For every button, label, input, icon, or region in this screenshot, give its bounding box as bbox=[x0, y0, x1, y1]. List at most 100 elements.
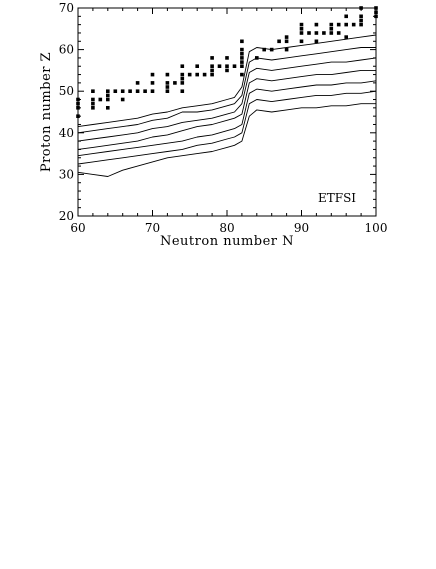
data-point bbox=[195, 72, 199, 77]
data-point bbox=[91, 97, 95, 102]
data-point bbox=[210, 64, 214, 68]
data-point bbox=[344, 14, 348, 19]
y-tick-label: 30 bbox=[59, 167, 74, 181]
y-tick-label: 50 bbox=[59, 84, 74, 98]
data-points bbox=[76, 6, 378, 118]
data-point bbox=[76, 101, 80, 106]
data-point bbox=[299, 27, 304, 31]
data-point bbox=[150, 81, 155, 85]
data-point bbox=[187, 72, 192, 77]
data-point bbox=[284, 35, 289, 39]
y-tick-label: 60 bbox=[59, 43, 74, 57]
data-point bbox=[217, 64, 222, 68]
y-tick-label: 40 bbox=[59, 126, 74, 140]
data-point bbox=[299, 31, 304, 35]
data-point bbox=[180, 81, 185, 85]
series-line-2 bbox=[77, 90, 377, 165]
data-point bbox=[180, 89, 185, 93]
x-tick-label: 60 bbox=[70, 221, 85, 235]
data-point bbox=[240, 72, 244, 77]
data-point bbox=[299, 39, 304, 44]
x-tick-label: 100 bbox=[365, 221, 388, 235]
data-point bbox=[344, 22, 348, 27]
x-tick-label: 90 bbox=[294, 221, 309, 235]
plot-frame bbox=[77, 7, 377, 217]
data-point bbox=[150, 89, 155, 93]
data-point bbox=[135, 81, 140, 85]
data-point bbox=[180, 64, 185, 68]
data-point bbox=[143, 89, 147, 93]
data-point bbox=[269, 47, 274, 52]
data-point bbox=[150, 72, 155, 77]
data-point bbox=[76, 106, 80, 110]
data-point bbox=[314, 22, 319, 27]
data-point bbox=[336, 22, 341, 27]
data-point bbox=[106, 93, 110, 98]
data-point bbox=[351, 22, 356, 27]
data-point bbox=[359, 18, 363, 23]
etfsi-annotation: ETFSI bbox=[318, 191, 356, 205]
data-point bbox=[120, 97, 125, 102]
data-point bbox=[91, 89, 95, 93]
data-point bbox=[262, 47, 266, 52]
series-line-6 bbox=[77, 47, 376, 134]
x-tick-label: 80 bbox=[219, 221, 234, 235]
data-point bbox=[284, 47, 289, 52]
data-point bbox=[277, 39, 281, 44]
data-point bbox=[240, 60, 244, 64]
data-point bbox=[314, 39, 319, 44]
series-line-1 bbox=[77, 103, 376, 177]
data-point bbox=[173, 81, 177, 85]
data-point bbox=[210, 56, 214, 60]
data-point bbox=[336, 31, 341, 35]
data-point bbox=[165, 81, 170, 85]
data-point bbox=[329, 31, 334, 35]
data-point bbox=[329, 22, 334, 27]
data-point bbox=[374, 14, 378, 19]
data-point bbox=[284, 39, 289, 44]
y-tick-label: 70 bbox=[59, 1, 74, 15]
data-point bbox=[307, 31, 311, 35]
data-point bbox=[374, 6, 378, 10]
data-point bbox=[202, 72, 207, 77]
data-point bbox=[329, 27, 334, 31]
x-tick-label: 70 bbox=[145, 221, 160, 235]
data-point bbox=[98, 97, 103, 102]
series-line-5 bbox=[77, 57, 377, 142]
data-point bbox=[210, 68, 214, 73]
data-point bbox=[76, 97, 80, 102]
series-line-3 bbox=[77, 80, 377, 157]
data-point bbox=[225, 56, 229, 60]
series-line-7 bbox=[77, 34, 377, 128]
data-point bbox=[106, 106, 110, 110]
data-point bbox=[210, 72, 214, 77]
data-point bbox=[106, 97, 110, 102]
data-point bbox=[359, 22, 363, 27]
data-point bbox=[165, 72, 170, 77]
data-point bbox=[225, 64, 229, 68]
data-point bbox=[195, 64, 199, 68]
data-point bbox=[240, 52, 244, 56]
y-axis-title: Proton number Z bbox=[39, 52, 54, 172]
data-point bbox=[180, 76, 185, 81]
data-point bbox=[120, 89, 125, 93]
x-axis-title: Neutron number N bbox=[160, 234, 294, 249]
data-point bbox=[255, 56, 259, 60]
data-point bbox=[180, 72, 185, 77]
data-point bbox=[359, 14, 363, 19]
data-point bbox=[314, 31, 319, 35]
data-point bbox=[344, 35, 348, 39]
data-point bbox=[91, 101, 95, 106]
axis-ticks: 60 70 80 90 100 20 30 40 50 60 70 bbox=[59, 1, 388, 235]
data-point bbox=[240, 47, 244, 52]
data-point bbox=[299, 22, 304, 27]
data-point bbox=[165, 89, 170, 93]
data-point bbox=[113, 89, 118, 93]
curve-series bbox=[77, 34, 377, 177]
series-line-4 bbox=[77, 69, 376, 150]
data-point bbox=[374, 10, 378, 14]
data-point bbox=[240, 64, 244, 68]
data-point bbox=[240, 39, 244, 44]
